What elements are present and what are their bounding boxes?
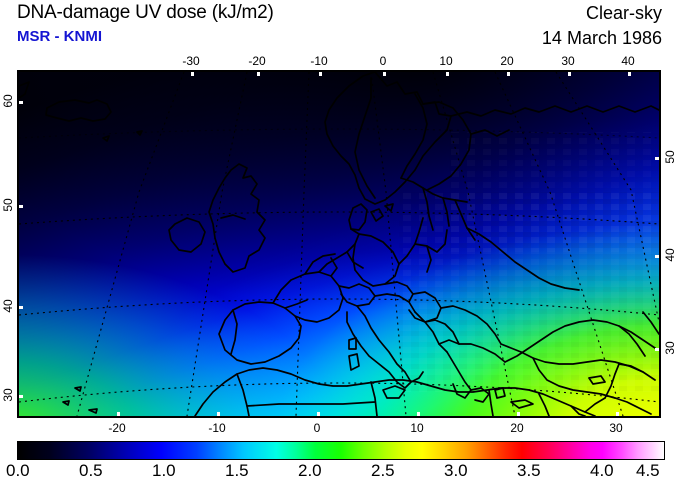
colorbar-tick-label: 4.5 (636, 461, 660, 480)
axis-left-tick-label: 30 (1, 388, 15, 402)
axis-top-tick-label: -30 (182, 54, 200, 68)
figure-date: 14 March 1986 (541, 28, 662, 48)
tick-mark (191, 72, 194, 76)
page-title: DNA-damage UV dose (kJ/m2) (17, 2, 274, 23)
axis-top-tick-label: 10 (439, 54, 453, 68)
colorbar-tick-label: 3.0 (444, 461, 468, 480)
tick-mark (319, 72, 322, 76)
tick-mark (568, 72, 571, 76)
colorbar-gradient (17, 441, 665, 460)
colorbar-tick-label: 0.0 (6, 461, 30, 480)
axis-bottom-tick-label: 0 (313, 421, 321, 435)
tick-mark (446, 72, 449, 76)
axis-top-tick-label: 30 (561, 54, 575, 68)
tick-mark (317, 412, 320, 416)
tick-mark (19, 205, 23, 208)
axis-bottom-tick-label: 20 (510, 421, 524, 435)
axis-left-tick-label: 50 (1, 198, 15, 212)
tick-mark (655, 348, 659, 351)
axis-bottom-tick-label: -10 (208, 421, 226, 435)
axis-top-tick-label: -10 (310, 54, 328, 68)
axis-left-tick-label: 40 (1, 299, 15, 313)
tick-mark (417, 412, 420, 416)
colorbar-tick-label: 3.5 (517, 461, 541, 480)
map-plot-area (17, 70, 661, 418)
axis-top-tick-label: -20 (248, 54, 266, 68)
axis-bottom-tick-label: -20 (108, 421, 126, 435)
axis-right-tick-label: 50 (663, 150, 677, 164)
axis-top-tick-label: 0 (379, 54, 387, 68)
colorbar-tick-label: 2.5 (371, 461, 395, 480)
tick-mark (257, 72, 260, 76)
axis-bottom-tick-label: 10 (410, 421, 424, 435)
colorbar-tick-label: 4.0 (590, 461, 614, 480)
uv-dose-field (19, 72, 659, 416)
map-canvas (19, 72, 659, 416)
tick-mark (217, 412, 220, 416)
graticule-lines (19, 72, 659, 416)
tick-mark (655, 157, 659, 160)
coastline-border-overlay (19, 72, 659, 416)
axis-right-tick-label: 40 (663, 248, 677, 262)
colorbar-tick-label: 2.0 (298, 461, 322, 480)
axis-bottom-tick-label: 30 (609, 421, 623, 435)
tick-mark (19, 395, 23, 398)
tick-mark (117, 412, 120, 416)
tick-mark (616, 412, 619, 416)
axis-top-tick-label: 40 (621, 54, 635, 68)
colorbar-tick-label: 1.5 (225, 461, 249, 480)
colorbar (17, 441, 665, 460)
tick-mark (383, 72, 386, 76)
colorbar-tick-label: 0.5 (79, 461, 103, 480)
axis-left-tick-label: 60 (1, 94, 15, 108)
tick-mark (507, 72, 510, 76)
axis-top-tick-label: 20 (500, 54, 514, 68)
axis-right-tick-label: 30 (663, 341, 677, 355)
colorbar-tick-label: 1.0 (152, 461, 176, 480)
tick-mark (628, 72, 631, 76)
figure-attribution: MSR - KNMI (17, 28, 102, 45)
tick-mark (19, 306, 23, 309)
figure-header: DNA-damage UV dose (kJ/m2) MSR - KNMI Cl… (0, 0, 678, 56)
sky-condition-label: Clear-sky (585, 3, 662, 23)
tick-mark (19, 101, 23, 104)
tick-mark (517, 412, 520, 416)
tick-mark (655, 255, 659, 258)
